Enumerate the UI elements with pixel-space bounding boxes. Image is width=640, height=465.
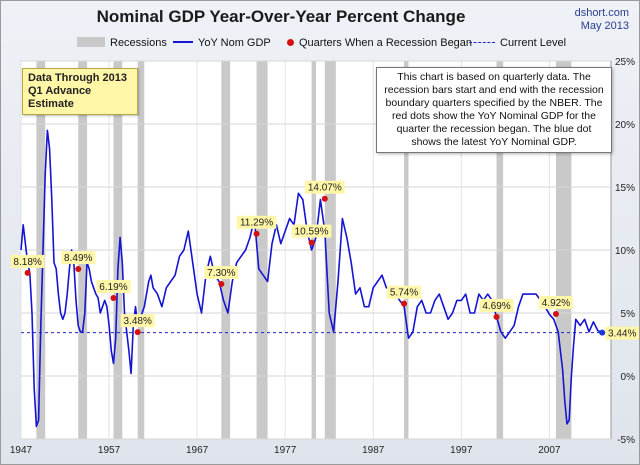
data-through-box: Data Through 2013 Q1 Advance Estimate bbox=[22, 68, 138, 115]
recession-value-label: 6.19% bbox=[99, 282, 127, 293]
legend-recessions-label: Recessions bbox=[110, 37, 167, 49]
x-tick-label: 1977 bbox=[274, 445, 297, 456]
recession-value-label-bg bbox=[387, 285, 422, 299]
current-swatch bbox=[469, 42, 495, 43]
source-site: dshort.com bbox=[574, 7, 629, 19]
recession-value-label-bg bbox=[120, 314, 155, 328]
x-tick-label: 1957 bbox=[98, 445, 121, 456]
data-through-line1: Data Through 2013 bbox=[28, 72, 128, 84]
y-tick-label: 10% bbox=[615, 246, 635, 257]
recession-value-label-bg bbox=[305, 180, 345, 194]
data-through-line2: Q1 Advance Estimate bbox=[28, 85, 92, 110]
source-date: May 2013 bbox=[580, 20, 629, 32]
legend-series: YoY Nom GDP bbox=[173, 37, 271, 49]
x-tick-label: 1987 bbox=[362, 445, 385, 456]
recession-value-label: 10.59% bbox=[295, 227, 329, 238]
recession-value-label-bg bbox=[61, 251, 96, 265]
y-tick-label: -5% bbox=[617, 435, 635, 446]
y-tick-label: 25% bbox=[615, 57, 635, 68]
recession-value-label: 11.29% bbox=[240, 218, 273, 229]
recession-value-label: 8.18% bbox=[13, 257, 41, 268]
current-level-label: 3.44% bbox=[608, 329, 636, 340]
recession-start-dot bbox=[253, 230, 260, 237]
recession-value-label-bg bbox=[204, 266, 239, 280]
x-tick-label: 2007 bbox=[538, 445, 561, 456]
dot-swatch bbox=[287, 39, 294, 46]
recession-start-dot bbox=[110, 295, 117, 302]
recession-start-dot bbox=[401, 300, 408, 307]
recession-value-label-bg bbox=[291, 224, 332, 238]
recession-value-label-bg bbox=[479, 298, 514, 312]
y-tick-label: 5% bbox=[621, 309, 636, 320]
recession-start-dot bbox=[218, 281, 225, 288]
recession-start-dot bbox=[552, 311, 559, 318]
recession-start-dot bbox=[75, 266, 82, 273]
recession-start-dot bbox=[308, 239, 315, 246]
y-tick-label: 20% bbox=[615, 120, 635, 131]
recession-start-dot bbox=[24, 269, 31, 276]
current-level-label-bg bbox=[605, 326, 639, 340]
recession-swatch bbox=[77, 37, 105, 47]
recession-value-label-bg bbox=[10, 254, 45, 268]
recession-value-label-bg bbox=[236, 215, 277, 229]
legend-current: Current Level bbox=[469, 37, 566, 49]
recession-value-label: 4.69% bbox=[482, 301, 510, 312]
recession-value-label: 4.92% bbox=[542, 298, 570, 309]
legend-dots: Quarters When a Recession Began bbox=[287, 37, 472, 49]
current-level-dot bbox=[599, 329, 606, 336]
recession-value-label: 3.48% bbox=[123, 316, 151, 327]
legend-current-label: Current Level bbox=[500, 37, 567, 49]
series-swatch bbox=[173, 41, 193, 43]
recession-value-label: 5.74% bbox=[390, 288, 418, 299]
legend-recessions: Recessions bbox=[77, 37, 167, 49]
recession-value-label: 8.49% bbox=[64, 253, 92, 264]
chart-note: This chart is based on quarterly data. T… bbox=[376, 67, 612, 153]
recession-value-label-bg bbox=[538, 296, 573, 310]
y-tick-label: 0% bbox=[621, 372, 636, 383]
legend-dots-label: Quarters When a Recession Began bbox=[299, 37, 473, 49]
x-tick-label: 1967 bbox=[186, 445, 209, 456]
chart-title: Nominal GDP Year-Over-Year Percent Chang… bbox=[96, 7, 466, 26]
recession-value-label-bg bbox=[96, 280, 131, 294]
source-credit: dshort.com May 2013 bbox=[575, 7, 629, 33]
recession-start-dot bbox=[321, 195, 328, 202]
x-tick-label: 1947 bbox=[10, 445, 33, 456]
x-tick-label: 1997 bbox=[450, 445, 473, 456]
y-tick-label: 15% bbox=[615, 183, 635, 194]
recession-start-dot bbox=[134, 329, 141, 336]
recession-value-label: 14.07% bbox=[308, 183, 342, 194]
recession-start-dot bbox=[493, 313, 500, 320]
legend-series-label: YoY Nom GDP bbox=[198, 37, 271, 49]
recession-value-label: 7.30% bbox=[207, 268, 235, 279]
